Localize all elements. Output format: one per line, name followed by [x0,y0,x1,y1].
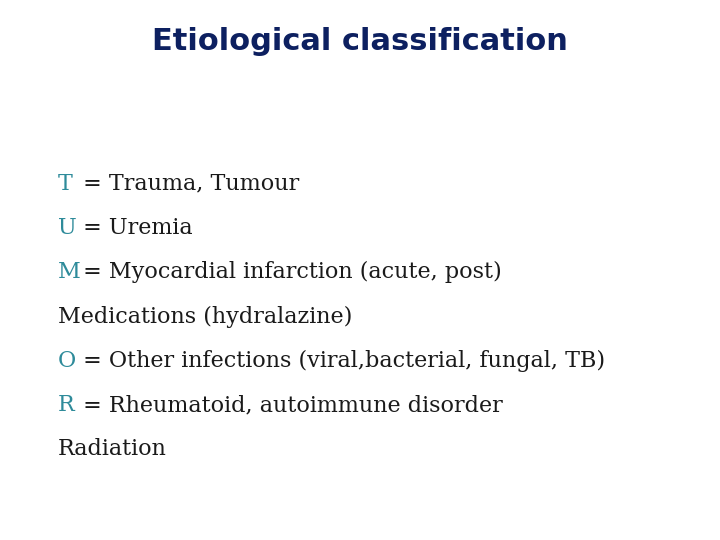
Text: = Myocardial infarction (acute, post): = Myocardial infarction (acute, post) [76,261,501,284]
Text: T: T [58,173,73,195]
Text: Etiological classification: Etiological classification [152,27,568,56]
Text: = Rheumatoid, autoimmune disorder: = Rheumatoid, autoimmune disorder [76,394,503,416]
Text: Medications (hydralazine): Medications (hydralazine) [58,306,352,328]
Text: O: O [58,350,76,372]
Text: = Trauma, Tumour: = Trauma, Tumour [76,173,299,195]
Text: Radiation: Radiation [58,438,166,461]
Text: = Uremia: = Uremia [76,217,192,239]
Text: = Other infections (viral,bacterial, fungal, TB): = Other infections (viral,bacterial, fun… [76,350,605,372]
Text: R: R [58,394,74,416]
Text: U: U [58,217,76,239]
Text: M: M [58,261,81,284]
